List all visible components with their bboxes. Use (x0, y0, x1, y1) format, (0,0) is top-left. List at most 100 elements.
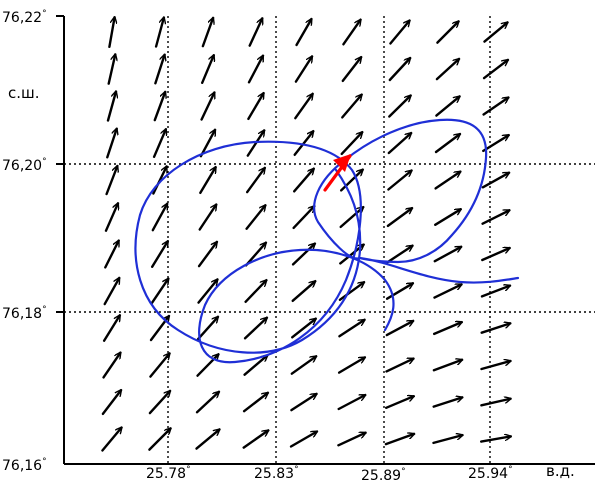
arrow-icon (385, 319, 413, 337)
arrow-icon (291, 281, 316, 302)
arrow-icon (242, 393, 268, 413)
arrow-icon (152, 129, 166, 159)
arrow-icon (481, 209, 510, 225)
lat-tick-label: 76,22° (2, 9, 47, 26)
arrow-icon (295, 19, 313, 47)
arrow-icon (388, 96, 410, 118)
arrow-icon (291, 319, 316, 339)
lat-tick-label: 76,18° (2, 305, 47, 322)
arrow-icon (243, 318, 267, 340)
arrow-icon (200, 93, 216, 121)
arrow-icon (337, 356, 365, 374)
plot-area (64, 16, 595, 464)
lat-tick-label: 76,20° (2, 157, 47, 174)
lon-tick-label: 25.83° (254, 465, 299, 481)
lon-tick-label: 25.89° (361, 467, 406, 481)
arrow-icon (294, 94, 312, 120)
arrow-icon (150, 279, 169, 305)
arrow-icon (247, 56, 265, 84)
arrow-icon (342, 20, 360, 46)
arrow-icon (102, 315, 122, 342)
arrow-icon (150, 241, 170, 268)
arrow-icon (197, 242, 217, 268)
lon-tick-label: 25.94° (468, 465, 513, 481)
arrow-icon (432, 360, 462, 372)
arrow-icon (480, 399, 510, 407)
arrow-icon (106, 129, 116, 159)
arrow-icon (293, 169, 314, 193)
arrow-icon (151, 204, 169, 232)
arrow-icon (385, 357, 414, 373)
lat-tick-label: 76,16° (2, 457, 47, 474)
arrow-icon (199, 130, 217, 158)
arrow-icon (338, 320, 364, 338)
arrow-icon (247, 93, 265, 121)
arrow-icon (245, 168, 265, 194)
arrow-icon (386, 246, 413, 264)
arrow-icon (245, 205, 266, 230)
arrow-icon (148, 391, 170, 415)
arrow-icon (483, 22, 508, 43)
arrow-icon (387, 171, 411, 191)
arrow-icon (101, 428, 121, 452)
arrow-icon (433, 245, 461, 263)
arrow-icon (243, 355, 268, 376)
arrow-icon (341, 57, 361, 83)
arrow-icon (197, 279, 218, 304)
arrow-icon (433, 283, 462, 299)
arrow-icon (107, 54, 116, 85)
arrow-icon (481, 171, 509, 189)
grid-lines (64, 16, 595, 464)
arrow-icon (480, 361, 511, 371)
arrow-icon (199, 167, 217, 195)
arrow-icon (384, 434, 414, 446)
arrow-icon (198, 205, 217, 231)
arrow-icon (337, 433, 365, 447)
arrow-icon (481, 248, 509, 262)
arrow-icon (244, 243, 266, 267)
arrow-icon (103, 278, 121, 306)
arrow-icon (102, 353, 121, 379)
arrow-icon (290, 356, 316, 375)
position-marker (323, 154, 352, 192)
arrow-icon (148, 428, 170, 451)
arrow-icon (294, 56, 312, 83)
arrow-icon (432, 397, 463, 408)
arrow-icon (387, 133, 411, 155)
red-arrow-head (333, 154, 351, 172)
arrow-icon (292, 206, 315, 230)
arrow-icon (341, 95, 361, 119)
arrow-icon (482, 98, 509, 116)
arrow-icon (337, 393, 366, 411)
arrow-icon (388, 58, 410, 82)
arrow-icon (385, 396, 414, 409)
arrow-icon (293, 131, 314, 157)
arrow-icon (434, 172, 461, 190)
arrow-icon (154, 55, 164, 85)
arrow-icon (105, 166, 118, 196)
arrow-icon (434, 134, 460, 154)
arrow-icon (242, 430, 269, 449)
arrow-icon (104, 203, 118, 232)
arrow-icon (480, 286, 510, 298)
arrow-icon (340, 170, 363, 192)
arrow-icon (338, 282, 364, 301)
arrow-icon (201, 18, 213, 48)
arrow-icon (154, 18, 164, 48)
arrow-icon (152, 167, 168, 195)
arrow-icon (482, 133, 508, 153)
arrow-icon (432, 435, 463, 445)
arrow-icon (244, 280, 267, 303)
lat-axis-label: с.ш. (8, 84, 40, 102)
arrow-icon (195, 429, 220, 450)
arrow-icon (248, 18, 263, 47)
lon-tick-label: 25.78° (146, 465, 191, 481)
arrow-icon (101, 390, 121, 416)
arrow-icon (435, 96, 459, 117)
arrow-icon (195, 392, 219, 414)
arrow-icon (108, 17, 114, 48)
arrow-icon (482, 60, 508, 80)
arrow-icon (104, 241, 120, 269)
arrow-icon (435, 59, 459, 81)
